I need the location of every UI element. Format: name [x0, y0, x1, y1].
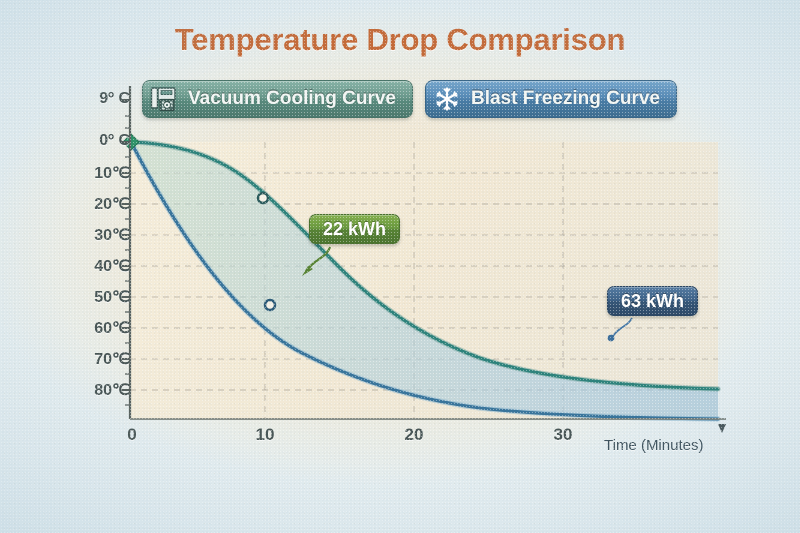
x-axis-tick-label: 10 — [255, 425, 275, 444]
y-axis-tick-label: 70℃ — [94, 351, 130, 368]
y-axis-tick-label: 10℃ — [94, 165, 130, 182]
area-between-curves — [131, 142, 718, 419]
legend-item-label: Vacuum Cooling Curve — [188, 88, 396, 109]
x-axis-tick-label: 0 — [127, 425, 137, 444]
y-axis-tick-label: 50℃ — [94, 289, 130, 306]
x-axis-end-arrow — [718, 424, 726, 433]
x-axis-tick-label: 30 — [553, 425, 573, 444]
legend: Vacuum Cooling Curve — [142, 80, 677, 118]
y-axis-tick-label: 80℃ — [94, 382, 130, 399]
y-axis-major-ticks — [122, 99, 130, 391]
series-vacuum-cooling-curve — [128, 139, 721, 392]
blast-data-point-marker[interactable] — [263, 298, 277, 312]
y-axis-tick-label: 30℃ — [94, 227, 130, 244]
y-axis-tick-label: 40℃ — [94, 258, 130, 275]
blast-callout-leader — [612, 317, 633, 337]
legend-item-vacuum-cooling-curve[interactable]: Vacuum Cooling Curve — [142, 80, 413, 118]
legend-item-blast-freezing-curve[interactable]: Blast Freezing Curve — [424, 80, 677, 118]
series-blast-freezing-curve — [128, 139, 721, 422]
y-axis-minor-ticks — [125, 115, 130, 406]
y-axis-tick-label: 60℃ — [94, 320, 130, 337]
vertical-gridlines — [264, 142, 564, 419]
y-axis-tick-label: 20℃ — [94, 196, 130, 213]
vacuum-callout-arrowhead — [302, 266, 313, 276]
vacuum-energy-callout[interactable]: 22 kWh — [309, 214, 401, 244]
y-axis-labels: 9º C 0º C 10℃ 20℃ 30℃ 40℃ 50℃ 60℃ 70℃ 80… — [72, 0, 130, 533]
x-axis-title: Time (Minutes) — [604, 437, 704, 454]
legend-item-label: Blast Freezing Curve — [470, 88, 660, 109]
blast-callout-endpoint — [607, 334, 615, 342]
snowflake-icon — [431, 84, 463, 114]
y-axis-tick-label: 9º C — [99, 90, 130, 107]
cooling-machine-icon — [148, 84, 180, 114]
y-axis-tick-label: 0º C — [99, 132, 130, 149]
x-axis-tick-label: 20 — [404, 425, 424, 444]
page-title: Temperature Drop Comparison — [174, 22, 626, 57]
blast-energy-callout[interactable]: 63 kWh — [607, 286, 699, 316]
vacuum-data-point-marker[interactable] — [256, 191, 270, 205]
